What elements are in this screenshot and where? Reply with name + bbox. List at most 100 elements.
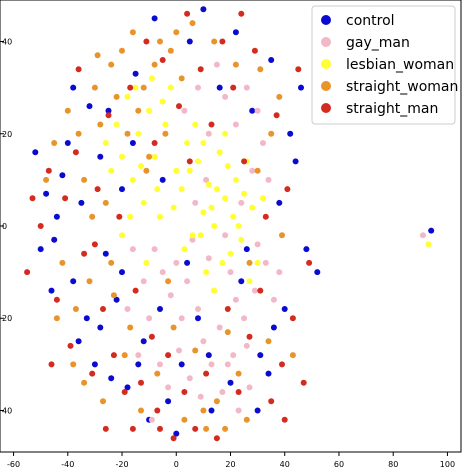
point-straight-man-2	[45, 167, 52, 174]
point-straight-man-30	[208, 121, 215, 128]
point-straight-man-18	[143, 38, 150, 45]
point-lesbian-woman-27	[260, 195, 266, 202]
legend-marker-lesbian-woman	[321, 59, 331, 69]
x-tick-label: -20	[115, 460, 128, 469]
point-lesbian-woman-25	[249, 204, 256, 211]
point-straight-woman-58	[243, 416, 250, 423]
point-straight-woman-0	[64, 107, 71, 114]
point-straight-man-40	[262, 213, 269, 220]
point-straight-woman-26	[154, 370, 161, 377]
x-tick-label: 0	[174, 460, 179, 469]
point-control-14	[124, 384, 131, 391]
point-straight-man-39	[257, 287, 264, 294]
point-control-35	[292, 158, 299, 165]
point-lesbian-woman-9	[162, 121, 169, 128]
point-gay-man-21	[135, 352, 142, 359]
point-control-12	[113, 296, 120, 303]
point-straight-man-21	[159, 57, 166, 63]
point-straight-woman-32	[224, 329, 231, 336]
point-straight-woman-13	[146, 153, 153, 160]
point-straight-woman-20	[59, 259, 66, 266]
point-control-22	[178, 361, 185, 368]
point-gay-man-11	[216, 324, 223, 331]
point-lesbian-woman-22	[232, 176, 239, 183]
point-straight-woman-31	[213, 398, 220, 405]
point-straight-man-5	[67, 342, 74, 349]
point-straight-woman-4	[97, 121, 104, 128]
point-lesbian-woman-46	[241, 190, 248, 197]
point-control-32	[268, 57, 275, 63]
point-control-21	[173, 430, 180, 437]
point-lesbian-woman-34	[159, 98, 166, 105]
point-gay-man-4	[178, 315, 185, 322]
point-control-19	[159, 176, 166, 183]
x-tick-label: -40	[61, 460, 74, 469]
point-straight-man-3	[53, 296, 60, 303]
point-straight-woman-27	[170, 324, 177, 331]
point-lesbian-woman-32	[138, 163, 144, 169]
point-straight-man-59	[151, 140, 158, 146]
point-straight-man-1	[37, 223, 44, 229]
point-straight-woman-6	[108, 61, 115, 68]
point-straight-man-31	[213, 435, 220, 442]
point-control-48	[254, 407, 261, 414]
point-lesbian-woman-15	[195, 158, 201, 165]
point-lesbian-woman-16	[200, 209, 207, 216]
point-lesbian-woman-17	[205, 181, 212, 188]
point-straight-woman-30	[203, 425, 210, 432]
legend-label-gay-man: gay_man	[346, 35, 410, 51]
point-control-44	[157, 306, 163, 312]
point-straight-man-19	[148, 333, 155, 340]
legend-marker-straight-woman	[321, 81, 331, 91]
point-gay-man-3	[173, 259, 180, 266]
point-lesbian-woman-44	[219, 259, 226, 266]
point-straight-woman-52	[43, 176, 50, 183]
point-control-52	[53, 213, 60, 220]
point-lesbian-woman-20	[222, 195, 229, 202]
point-straight-man-51	[75, 66, 82, 73]
point-lesbian-woman-5	[140, 199, 147, 206]
legend-label-control: control	[346, 13, 395, 29]
point-straight-woman-23	[100, 398, 106, 405]
point-straight-man-27	[192, 425, 199, 432]
point-gay-man-8	[200, 338, 207, 345]
point-gay-man-13	[227, 269, 234, 276]
point-control-13	[119, 186, 125, 193]
point-lesbian-woman-37	[192, 121, 199, 128]
point-straight-man-20	[154, 407, 161, 414]
point-straight-man-38	[251, 47, 258, 54]
point-lesbian-woman-0	[113, 121, 120, 128]
point-lesbian-woman-1	[119, 153, 125, 160]
point-straight-woman-29	[192, 347, 199, 354]
point-gay-man-41	[243, 84, 250, 91]
point-straight-woman-46	[211, 38, 218, 45]
point-straight-man-23	[170, 435, 177, 442]
point-control-51	[298, 84, 304, 91]
point-straight-man-42	[273, 112, 280, 119]
point-straight-woman-34	[246, 259, 253, 266]
point-control-15	[132, 70, 139, 77]
point-gay-man-7	[195, 306, 201, 312]
point-straight-man-57	[281, 416, 288, 423]
point-control-57	[129, 140, 136, 146]
point-gay-man-50	[235, 407, 242, 414]
point-straight-man-35	[235, 389, 242, 395]
point-gay-man-27	[197, 393, 204, 400]
point-control-38	[37, 246, 44, 253]
y-tick-label: 20	[2, 130, 12, 139]
point-straight-man-8	[89, 370, 96, 377]
x-tick-label: 60	[334, 460, 344, 469]
axis-ticks: -60 -40 -20 0 20 40 60 80 100 40 20 0 20 40	[0, 38, 455, 469]
point-gay-man-34	[270, 296, 277, 303]
point-straight-woman-17	[167, 47, 174, 54]
point-gay-man-9	[205, 255, 212, 262]
point-control-2	[51, 236, 58, 243]
point-gay-man-15	[238, 199, 245, 206]
point-straight-woman-7	[113, 93, 120, 100]
point-gay-man-28	[208, 361, 215, 368]
point-gay-man-18	[254, 241, 261, 248]
point-straight-woman-51	[72, 306, 79, 312]
point-gay-man-24	[165, 384, 172, 391]
point-control-40	[75, 338, 82, 345]
point-straight-man-37	[246, 333, 253, 340]
